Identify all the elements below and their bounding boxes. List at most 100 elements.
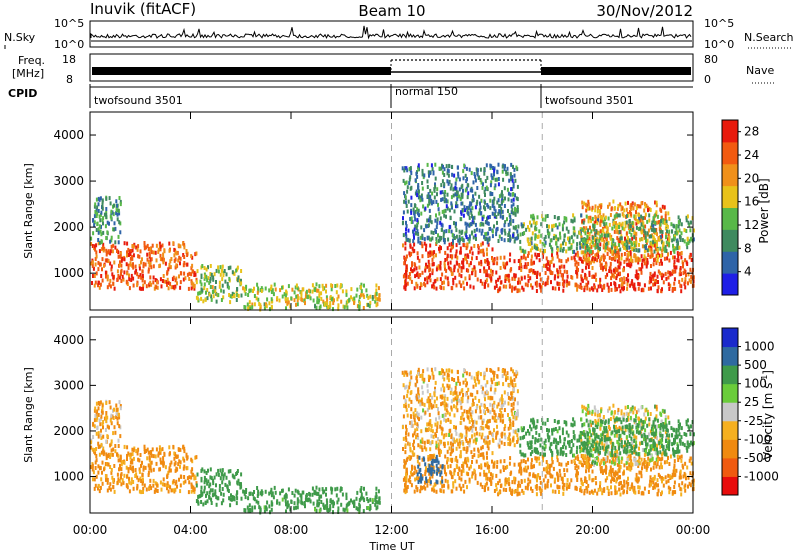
echo-cell	[458, 381, 461, 386]
echo-cell	[484, 193, 486, 197]
echo-cell	[520, 268, 523, 272]
echo-cell	[125, 279, 128, 284]
echo-cell	[159, 257, 162, 262]
echo-cell	[173, 451, 176, 456]
echo-cell	[286, 301, 289, 306]
echo-cell	[285, 502, 287, 507]
echo-cell	[489, 183, 492, 188]
echo-cell	[440, 246, 442, 251]
echo-cell	[501, 431, 504, 436]
echo-cell	[464, 188, 467, 193]
echo-cell	[167, 489, 170, 494]
echo-cell	[174, 468, 177, 473]
echo-cell	[404, 200, 407, 205]
echo-cell	[465, 429, 468, 434]
echo-cell	[506, 371, 509, 376]
echo-cell	[609, 213, 612, 217]
echo-cell	[512, 182, 515, 187]
echo-cell	[460, 469, 463, 474]
echo-cell	[483, 394, 486, 399]
echo-cell	[453, 471, 456, 476]
echo-cell	[426, 439, 429, 444]
echo-cell	[149, 461, 152, 466]
echo-cell	[460, 472, 463, 477]
echo-cell	[434, 367, 437, 372]
echo-cell	[173, 253, 176, 258]
echo-cell	[457, 268, 460, 273]
echo-cell	[231, 495, 234, 499]
echo-cell	[487, 231, 490, 236]
echo-cell	[566, 274, 569, 279]
echo-cell	[650, 286, 652, 291]
echo-cell	[435, 267, 438, 272]
echo-cell	[207, 265, 209, 270]
freq-label: Freq.	[18, 54, 45, 67]
echo-cell	[329, 303, 332, 308]
echo-cell	[521, 248, 524, 253]
echo-cell	[95, 474, 98, 479]
echo-cell	[119, 254, 122, 259]
echo-cell	[443, 240, 446, 245]
echo-cell	[439, 464, 442, 469]
echo-cell	[358, 504, 361, 509]
echo-cell	[297, 499, 300, 504]
echo-cell	[642, 221, 645, 226]
echo-cell	[253, 294, 256, 298]
echo-cell	[405, 431, 407, 436]
echo-cell	[626, 254, 629, 259]
echo-cell	[206, 288, 209, 292]
echo-cell	[443, 280, 445, 285]
echo-cell	[329, 301, 332, 305]
echo-cell	[149, 465, 152, 470]
echo-cell	[318, 497, 321, 501]
echo-cell	[244, 291, 247, 296]
echo-cell	[421, 437, 424, 442]
echo-cell	[466, 446, 469, 451]
echo-cell	[467, 183, 470, 188]
echo-cell	[607, 240, 610, 245]
echo-cell	[192, 282, 195, 287]
echo-cell	[161, 257, 164, 262]
echo-cell	[417, 435, 420, 440]
echo-cell	[142, 467, 145, 472]
echo-cell	[650, 247, 653, 252]
echo-cell	[515, 196, 518, 201]
echo-cell	[141, 460, 143, 465]
echo-cell	[119, 221, 122, 226]
echo-cell	[448, 446, 451, 451]
echo-cell	[317, 300, 320, 305]
echo-cell	[345, 492, 348, 497]
echo-cell	[625, 220, 628, 225]
echo-cell	[188, 475, 191, 480]
echo-cell	[459, 197, 462, 201]
echo-cell	[162, 463, 165, 468]
echo-cell	[235, 298, 238, 302]
echo-cell	[402, 477, 405, 482]
echo-cell	[626, 286, 629, 291]
echo-cell	[481, 281, 484, 286]
echo-cell	[405, 254, 408, 259]
echo-cell	[440, 236, 443, 240]
echo-cell	[543, 243, 546, 248]
echo-cell	[248, 503, 251, 508]
echo-cell	[453, 221, 455, 226]
echo-cell	[130, 249, 132, 253]
echo-cell	[409, 455, 412, 460]
echo-cell	[186, 272, 189, 277]
echo-cell	[508, 228, 511, 233]
echo-cell	[480, 463, 483, 468]
echo-cell	[676, 238, 679, 243]
echo-cell	[490, 164, 493, 169]
echo-cell	[416, 422, 419, 427]
echo-cell	[653, 271, 656, 276]
echo-cell	[510, 204, 513, 209]
echo-cell	[97, 441, 100, 446]
echo-cell	[632, 284, 635, 289]
echo-cell	[99, 422, 102, 427]
echo-cell	[371, 498, 374, 503]
echo-cell	[166, 481, 169, 486]
echo-cell	[570, 235, 573, 240]
echo-cell	[471, 268, 474, 273]
echo-cell	[599, 222, 602, 227]
echo-cell	[444, 258, 447, 262]
